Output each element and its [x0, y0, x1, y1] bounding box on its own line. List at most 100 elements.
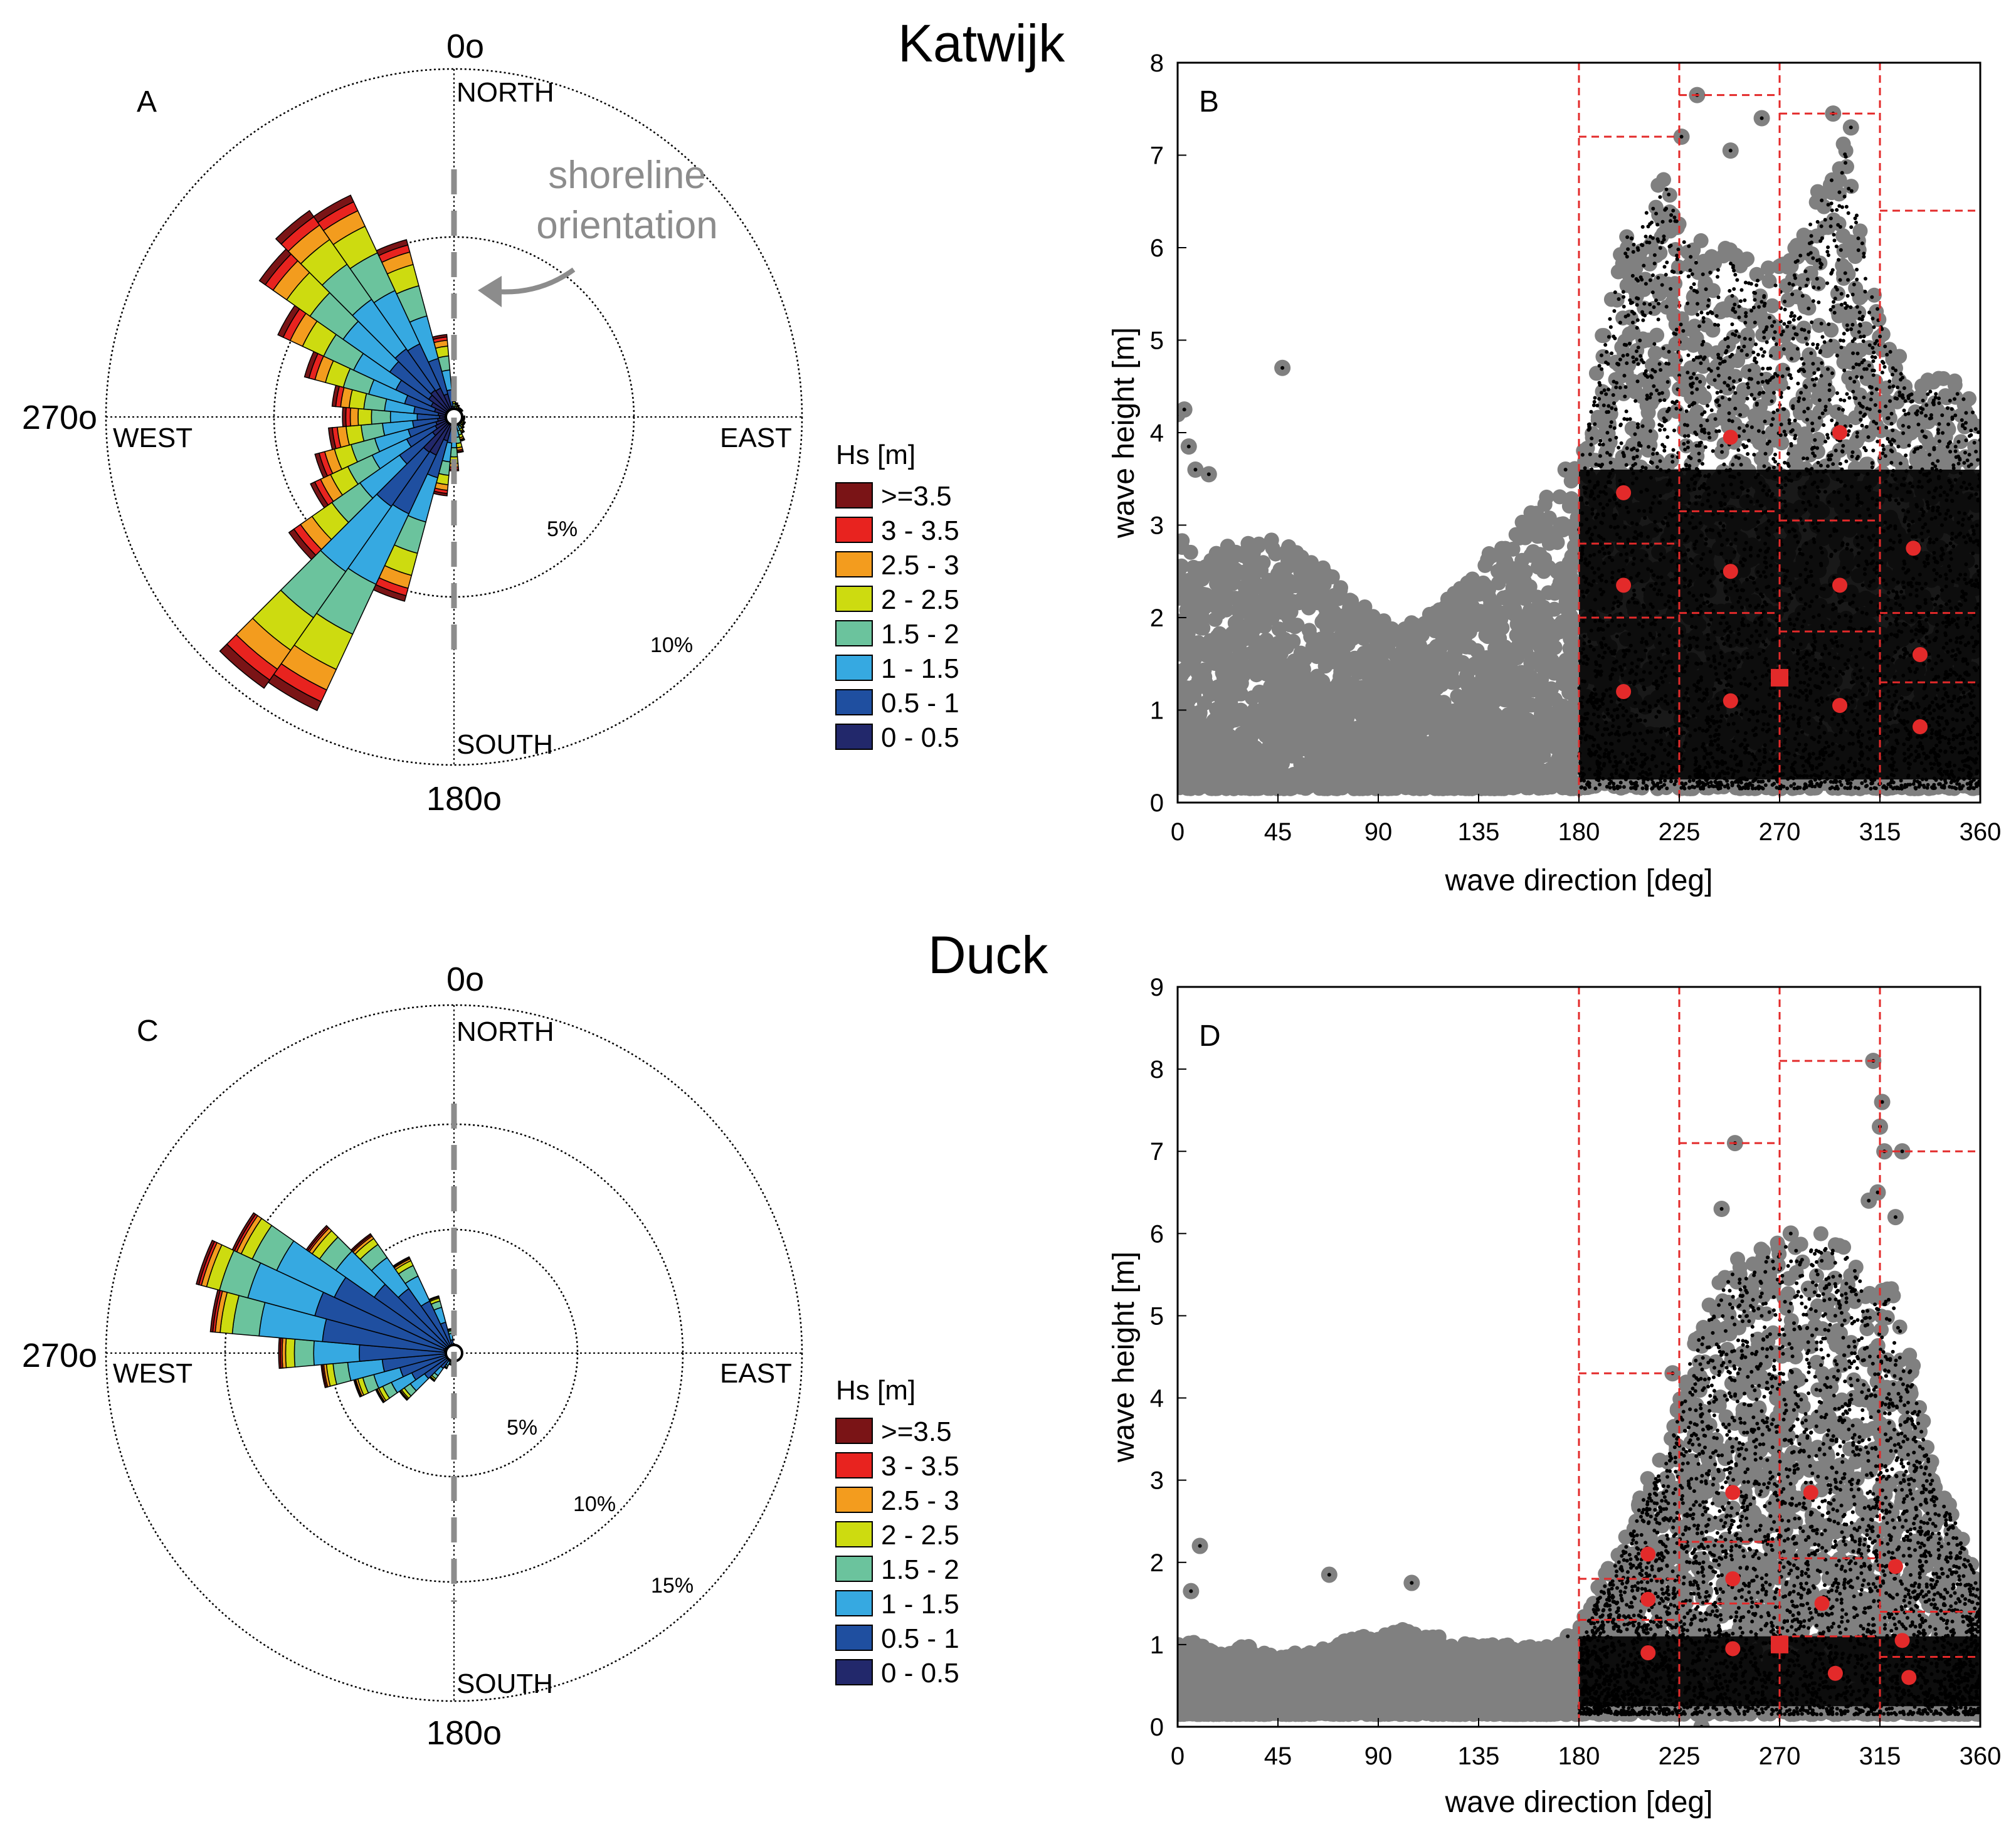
shoreline-label-line1: shoreline [548, 154, 706, 197]
rose-wedge-300-bin7 [231, 1212, 256, 1252]
rose-wedge-270-bin4 [285, 1337, 296, 1369]
rose-wedge-320-bin7 [275, 209, 315, 245]
scatter-point [1782, 253, 1798, 268]
katwijk-wave-rose: shoreline orientation A 0o 270o 180o NOR… [22, 14, 1065, 818]
scatter-point [1534, 685, 1550, 701]
scatter-point [1207, 611, 1223, 627]
legend-label: 1 - 1.5 [881, 653, 959, 684]
rose-wedge-270-bin4 [357, 408, 372, 426]
scatter-point [1866, 287, 1882, 303]
duck-wave-rose: C 0o 270o 180o NORTH SOUTH WEST EAST 5% … [22, 925, 1048, 1752]
scatter-point [1697, 343, 1713, 359]
rose-wedge-220-bin7 [219, 643, 271, 689]
legend-swatch [835, 1487, 873, 1513]
scatter-point [1873, 423, 1889, 438]
legend-label: 2.5 - 3 [881, 1485, 959, 1516]
scatter-point [1502, 656, 1517, 672]
scatter-point [1778, 278, 1794, 293]
legend-label: 3 - 3.5 [881, 515, 959, 546]
legend-label: 0 - 0.5 [881, 722, 959, 753]
scatter-point [1564, 491, 1580, 507]
scatter-point [1265, 540, 1280, 556]
legend-title: Hs [m] [836, 440, 916, 470]
legend-swatch [835, 1521, 873, 1547]
rose-wedge-340-bin7 [376, 239, 409, 256]
scatter-point [1705, 322, 1721, 338]
rose-wedge-230-bin7 [288, 528, 317, 561]
compass-west: WEST [113, 423, 193, 453]
scatter-point [1682, 257, 1697, 273]
scatter-point [1662, 223, 1678, 239]
deg-label-top: 0o [446, 28, 484, 65]
scatter-point [1896, 416, 1912, 431]
site-title-katwijk: Katwijk [898, 14, 1065, 73]
scatter-point [1539, 738, 1555, 754]
scatter-point [1367, 630, 1383, 645]
scatter-point [1209, 576, 1225, 592]
scatter-point [1552, 489, 1568, 505]
compass-north: NORTH [457, 77, 554, 108]
katwijk-hs-legend: Hs [m]>=3.53 - 3.52.5 - 32 - 2.51.5 - 21… [835, 440, 959, 753]
legend-swatch [835, 1452, 873, 1478]
legend-label: 0 - 0.5 [881, 1658, 959, 1689]
scatter-point [1649, 379, 1665, 395]
deg-label-bottom: 180o [426, 1714, 502, 1752]
scatter-point [1836, 243, 1852, 259]
scatter-point [1609, 292, 1625, 308]
rose-wedge-270-bin7 [278, 1337, 282, 1369]
rose-wedge-270-bin7 [342, 406, 347, 428]
legend-swatch [835, 724, 873, 750]
scatter-point [1879, 380, 1894, 396]
scatter-point [1494, 561, 1509, 577]
scatter-point [1823, 322, 1839, 338]
legend-label: 2.5 - 3 [881, 550, 959, 581]
compass-south: SOUTH [457, 729, 553, 760]
rose-wedge-270-bin5 [349, 407, 359, 427]
scatter-point [1293, 593, 1309, 609]
legend-swatch [835, 586, 873, 612]
compass-south: SOUTH [457, 1668, 553, 1699]
panel-letter-c: C [137, 1014, 159, 1048]
scatter-point [1681, 321, 1696, 337]
scatter-point [1761, 273, 1777, 289]
scatter-point [1497, 692, 1512, 708]
scatter-point [1635, 331, 1650, 347]
legend-swatch [835, 1659, 873, 1685]
site-title-duck: Duck [928, 925, 1048, 984]
duck-hs-legend: Hs [m]>=3.53 - 3.52.5 - 32 - 2.51.5 - 21… [835, 1375, 959, 1689]
scatter-point [1414, 627, 1430, 643]
scatter-point [1281, 539, 1297, 555]
panel-letter-a: A [137, 85, 157, 119]
legend-label: 2 - 2.5 [881, 584, 959, 615]
shoreline-arrow-icon [495, 267, 576, 295]
rose-wedge-270-bin3 [293, 1338, 315, 1368]
scatter-point [1755, 327, 1771, 342]
deg-label-bottom: 180o [426, 780, 502, 818]
scatter-point [1696, 390, 1712, 406]
compass-west: WEST [113, 1358, 193, 1389]
scatter-point [1849, 434, 1864, 450]
scatter-point [1704, 249, 1719, 265]
scatter-point [1338, 655, 1354, 671]
legend-title: Hs [m] [836, 1375, 916, 1406]
deg-label-left: 270o [22, 1337, 97, 1374]
scatter-point [1963, 455, 1978, 470]
scatter-point [1183, 544, 1198, 560]
rose-wedge-270-bin3 [371, 409, 391, 425]
ring-label-5: 5% [507, 1416, 537, 1440]
legend-swatch [835, 517, 873, 543]
ring-label-15: 15% [651, 1574, 694, 1598]
rose-wedge-350-bin7 [431, 334, 448, 340]
legend-swatch [835, 1625, 873, 1651]
rose-wedge-320-bin7 [350, 1233, 372, 1252]
ring-label-5: 5% [547, 517, 578, 541]
scatter-point [1655, 172, 1671, 187]
rose-bars [219, 194, 467, 712]
legend-label: 0.5 - 1 [881, 688, 959, 719]
scatter-point [1406, 726, 1422, 742]
scatter-point [1255, 555, 1271, 571]
legend-label: >=3.5 [881, 481, 952, 512]
scatter-point [1354, 612, 1370, 628]
rose-wedge-260-bin7 [328, 427, 337, 450]
